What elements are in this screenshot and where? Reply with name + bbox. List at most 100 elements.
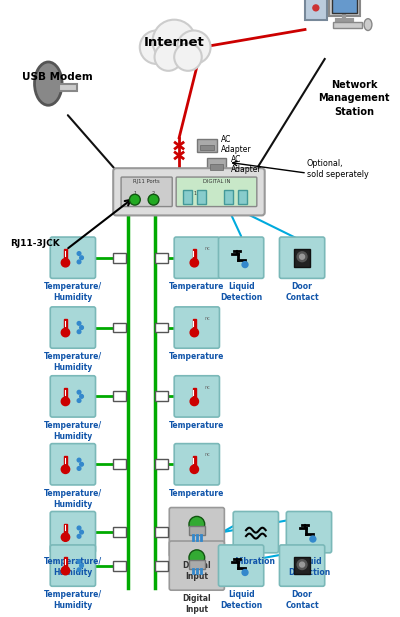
Ellipse shape (34, 62, 62, 106)
Bar (113, 561, 126, 571)
Text: Temperature/
Humidity: Temperature/ Humidity (44, 352, 102, 372)
FancyBboxPatch shape (50, 511, 96, 553)
Bar (59, 84, 77, 91)
Circle shape (77, 399, 81, 402)
Circle shape (297, 252, 307, 262)
Circle shape (77, 568, 81, 571)
Bar (113, 253, 126, 263)
Circle shape (140, 30, 173, 64)
Circle shape (61, 259, 70, 267)
Circle shape (148, 194, 159, 205)
Bar (64, 524, 67, 537)
Circle shape (77, 330, 81, 334)
FancyBboxPatch shape (286, 511, 332, 553)
Bar (155, 561, 168, 571)
Circle shape (242, 569, 248, 576)
Bar (189, 526, 205, 535)
FancyBboxPatch shape (174, 444, 220, 485)
Bar (155, 392, 168, 401)
Text: 2: 2 (152, 191, 155, 196)
Bar (155, 253, 168, 263)
Text: nc: nc (205, 452, 210, 457)
Bar (197, 190, 206, 204)
Text: nc: nc (205, 246, 210, 251)
FancyBboxPatch shape (169, 508, 224, 557)
FancyBboxPatch shape (174, 376, 220, 417)
Ellipse shape (364, 19, 372, 30)
Text: Vibration: Vibration (236, 557, 276, 566)
Bar (305, 0, 327, 20)
Bar (294, 557, 310, 574)
Circle shape (77, 260, 81, 263)
Circle shape (61, 533, 70, 541)
Text: AC
Adapter: AC Adapter (231, 155, 262, 174)
Text: Temperature/
Humidity: Temperature/ Humidity (44, 489, 102, 509)
Circle shape (297, 560, 307, 569)
Circle shape (80, 394, 83, 398)
Text: AC
Adapter: AC Adapter (222, 135, 252, 154)
FancyBboxPatch shape (174, 307, 220, 348)
Circle shape (77, 466, 81, 470)
FancyBboxPatch shape (176, 177, 257, 207)
Text: Door
Contact: Door Contact (285, 590, 319, 610)
Text: Network
Management
Station: Network Management Station (318, 80, 390, 117)
Text: Temperature: Temperature (169, 283, 224, 291)
FancyBboxPatch shape (280, 237, 325, 278)
Circle shape (77, 534, 81, 538)
Circle shape (77, 321, 81, 325)
Text: Liquid
Detection: Liquid Detection (288, 557, 330, 577)
Text: Temperature/
Humidity: Temperature/ Humidity (44, 590, 102, 610)
Bar (64, 249, 67, 263)
Text: 1: 1 (193, 191, 196, 196)
FancyBboxPatch shape (113, 168, 265, 215)
FancyBboxPatch shape (121, 177, 172, 207)
Bar (189, 560, 205, 568)
Circle shape (189, 550, 205, 566)
Text: Temperature: Temperature (169, 489, 224, 498)
Circle shape (313, 5, 319, 11)
Bar (155, 323, 168, 333)
Text: DIGITAL IN: DIGITAL IN (203, 180, 230, 184)
FancyBboxPatch shape (233, 511, 278, 553)
Circle shape (77, 526, 81, 530)
Text: Temperature/
Humidity: Temperature/ Humidity (44, 557, 102, 577)
Bar (113, 392, 126, 401)
FancyBboxPatch shape (50, 376, 96, 417)
Circle shape (177, 30, 210, 64)
Bar (155, 460, 168, 469)
Text: Temperature/
Humidity: Temperature/ Humidity (44, 421, 102, 441)
Text: Internet: Internet (144, 36, 204, 49)
Bar (224, 190, 233, 204)
Circle shape (300, 254, 304, 259)
Circle shape (80, 463, 83, 466)
Bar (207, 159, 226, 172)
Circle shape (189, 516, 205, 532)
Circle shape (61, 465, 70, 473)
Bar (329, 0, 360, 16)
Circle shape (190, 328, 198, 337)
Circle shape (190, 259, 198, 267)
Circle shape (154, 43, 182, 71)
Text: RJ11 Ports: RJ11 Ports (133, 180, 160, 184)
Circle shape (130, 194, 140, 205)
Bar (294, 249, 310, 267)
Bar (64, 456, 67, 470)
Bar (332, 0, 357, 13)
FancyBboxPatch shape (169, 541, 224, 590)
Text: Liquid
Detection: Liquid Detection (220, 590, 262, 610)
Circle shape (152, 20, 196, 63)
Text: Door
Contact: Door Contact (285, 283, 319, 302)
Circle shape (174, 43, 202, 71)
Bar (210, 164, 223, 170)
FancyBboxPatch shape (50, 237, 96, 278)
Circle shape (80, 326, 83, 329)
Text: Temperature: Temperature (169, 352, 224, 361)
Text: Temperature: Temperature (169, 421, 224, 430)
Circle shape (300, 562, 304, 567)
Text: Digital
Input: Digital Input (182, 561, 211, 581)
Text: 1: 1 (133, 191, 136, 196)
Bar (332, 22, 362, 28)
Bar (64, 388, 67, 402)
Bar (197, 139, 216, 152)
Text: 2: 2 (225, 191, 228, 196)
